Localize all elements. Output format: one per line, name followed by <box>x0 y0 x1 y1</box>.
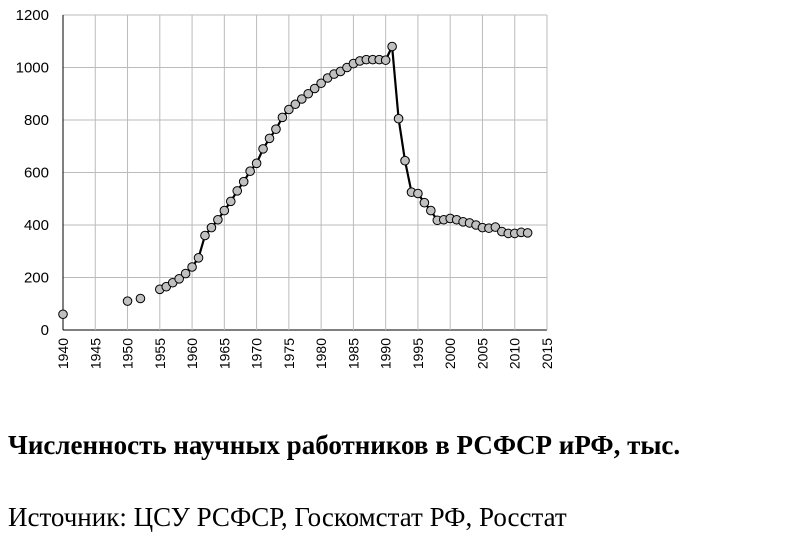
y-tick-label: 600 <box>24 165 49 182</box>
data-point <box>135 293 146 304</box>
data-point <box>174 274 184 284</box>
y-tick-label: 1200 <box>16 7 49 24</box>
data-point <box>387 41 397 52</box>
y-tick-label: 1000 <box>16 60 49 77</box>
x-tick-label: 1960 <box>184 338 200 369</box>
data-point <box>193 253 204 263</box>
data-point <box>303 88 314 99</box>
x-tick-label: 1985 <box>345 338 361 369</box>
data-point <box>419 197 430 208</box>
x-tick-label: 1970 <box>249 338 265 369</box>
data-point <box>413 188 423 199</box>
series-line <box>159 45 528 291</box>
chart-grid <box>62 14 548 331</box>
data-point <box>264 133 275 144</box>
data-point <box>316 78 326 89</box>
data-point <box>290 99 301 110</box>
x-tick-label: 1980 <box>313 338 329 369</box>
x-tick-label: 2010 <box>507 338 523 369</box>
y-tick-label: 200 <box>24 270 49 287</box>
y-tick-label: 400 <box>24 217 49 234</box>
x-tick-label: 1965 <box>216 338 232 369</box>
x-tick-label: 1990 <box>378 338 394 369</box>
data-point <box>122 296 133 306</box>
x-tick-label: 1950 <box>120 338 136 369</box>
y-tick-label: 800 <box>24 112 49 129</box>
series-polyline <box>159 45 528 291</box>
data-point <box>213 214 223 225</box>
data-point <box>251 158 262 169</box>
chart-caption-title: Численность научных работников в РСФСР и… <box>8 430 681 460</box>
data-point <box>490 222 501 232</box>
data-point <box>225 196 236 207</box>
x-tick-label: 1995 <box>410 338 426 369</box>
y-axis-tick-labels: 0 200 400 600 800 1000 1200 <box>16 7 49 339</box>
data-point <box>400 155 410 166</box>
data-point <box>277 112 288 123</box>
x-tick-label: 1940 <box>55 338 71 369</box>
x-tick-label: 2015 <box>539 338 555 369</box>
data-point <box>380 55 391 65</box>
data-point <box>206 222 217 233</box>
data-point <box>200 230 210 241</box>
data-point <box>271 124 281 134</box>
data-point <box>296 94 307 104</box>
x-tick-label: 1945 <box>87 338 103 369</box>
data-point <box>522 228 533 238</box>
x-tick-label: 2000 <box>442 338 458 369</box>
data-point <box>58 309 68 320</box>
data-point <box>393 113 404 124</box>
chart-caption-source: Источник: ЦСУ РСФСР, Госкомстат РФ, Росс… <box>8 502 567 532</box>
x-axis-tick-labels: 1940 1945 1950 1955 1960 1965 1970 1975 1980 1985… <box>55 338 555 369</box>
data-point <box>284 104 294 115</box>
data-point <box>238 176 249 187</box>
data-point <box>426 205 436 216</box>
data-point <box>219 205 230 216</box>
data-point <box>180 268 191 279</box>
x-tick-label: 1955 <box>152 338 168 369</box>
data-point <box>232 186 243 196</box>
y-tick-label: 0 <box>41 322 49 339</box>
data-point <box>245 166 255 176</box>
data-point <box>187 262 197 272</box>
x-tick-label: 1975 <box>281 338 297 369</box>
data-point <box>258 144 268 154</box>
x-tick-label: 2005 <box>474 338 490 369</box>
data-point <box>309 83 320 94</box>
series-points <box>58 41 533 320</box>
